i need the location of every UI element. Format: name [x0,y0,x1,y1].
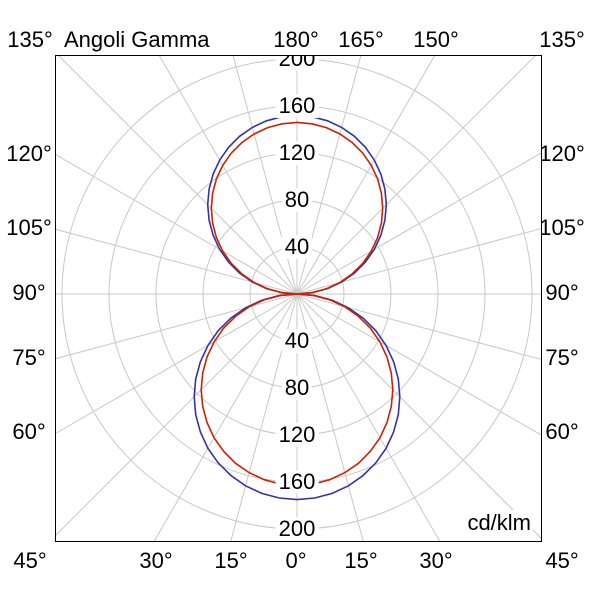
gamma-label-bottom: 0° [285,548,307,573]
gamma-label-top: 180° [273,27,319,52]
gamma-label-right: 75° [545,345,579,370]
gamma-label-right: 90° [545,280,579,305]
polar-grid-radial-line [296,293,541,539]
polar-grid-radial-line [296,293,541,360]
gamma-label-top: 135° [7,27,53,52]
unit-label: cd/klm [465,510,533,536]
polar-grid-radial-line [296,293,364,541]
gamma-label-top: 165° [338,27,384,52]
gamma-label-right: 60° [545,419,579,444]
radial-tick-label: 80 [281,188,313,212]
gamma-label-left: 90° [12,280,46,305]
gamma-label-right: 105° [539,215,585,240]
radial-tick-label: 80 [281,376,313,400]
radial-tick-label: 200 [275,517,319,541]
gamma-label-bottom: 45° [13,548,47,573]
polar-grid-radial-line [296,56,362,295]
polar-grid-radial-line [296,56,435,295]
polar-grid-radial-line [296,293,541,436]
polar-grid-radial-line [296,152,541,295]
polar-grid-radial-line [232,56,298,295]
gamma-label-left: 75° [12,345,46,370]
polar-grid-radial-line [230,293,298,541]
gamma-label-top: 150° [413,27,459,52]
polar-grid-radial-line [58,56,298,295]
gamma-label-bottom: 15° [214,548,248,573]
polar-grid-radial-line [296,228,541,295]
radial-tick-label: 160 [275,470,319,494]
radial-tick-label: 120 [275,423,319,447]
chart-title: Angoli Gamma [64,27,210,52]
polar-grid-radial-line [296,56,536,295]
radial-tick-label: 160 [275,94,319,118]
gamma-label-bottom: 45° [545,548,579,573]
polar-grid-radial-line [296,293,441,541]
radial-tick-label: 40 [281,235,313,259]
plot-area: 200 160 120 80 40 40 80 120 160 200 cd/klm [55,55,542,542]
gamma-label-left: 120° [6,141,52,166]
polar-grid-radial-line [56,293,298,360]
polar-grid-radial-line [159,56,298,295]
polar-grid-radial-line [56,293,298,434]
gamma-label-left: 60° [12,419,46,444]
gamma-label-right: 120° [539,141,585,166]
gamma-label-bottom: 30° [139,548,173,573]
radial-tick-label: 120 [275,141,319,165]
gamma-label-top: 135° [539,27,585,52]
polar-grid-radial-line [153,293,298,541]
radial-tick-label: 40 [281,329,313,353]
gamma-label-bottom: 15° [344,548,378,573]
curve-red [200,121,394,487]
polar-grid-radial-line [56,228,298,295]
polar-grid-radial-line [56,293,298,536]
polar-grid-radial-line [56,154,298,295]
gamma-label-left: 105° [6,215,52,240]
gamma-label-bottom: 30° [419,548,453,573]
radial-tick-label: 200 [275,56,319,71]
